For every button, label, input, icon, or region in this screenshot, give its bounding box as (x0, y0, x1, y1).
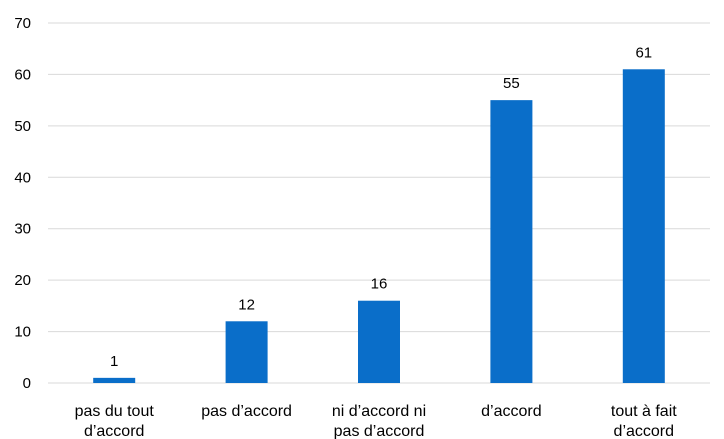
x-category-label-3-line-0: d’accord (481, 403, 541, 420)
data-label-3: 55 (503, 75, 520, 92)
x-category-label-2-line-1: pas d’accord (334, 423, 425, 439)
gridlines (48, 22, 710, 384)
bar-0 (93, 377, 136, 383)
y-tick-label-70: 70 (14, 15, 31, 32)
x-category-label-4: tout à fait d’accord (611, 403, 677, 439)
bar-2 (358, 300, 400, 383)
data-label-4: 61 (635, 44, 652, 61)
y-axis-tick-labels: 0 10 20 30 40 50 60 70 (14, 15, 31, 392)
y-tick-label-50: 50 (14, 118, 31, 135)
x-category-label-2-line-0: ni d’accord ni (332, 403, 426, 420)
x-category-label-0: pas du tout d’accord (75, 403, 155, 439)
x-category-label-0-line-0: pas du tout (75, 403, 155, 420)
y-tick-label-0: 0 (23, 375, 31, 392)
y-tick-label-40: 40 (14, 169, 31, 186)
y-tick-label-10: 10 (14, 324, 31, 341)
x-category-label-1: pas d’accord (201, 403, 292, 420)
bar-4 (622, 69, 665, 384)
x-category-label-0-line-1: d’accord (84, 423, 144, 439)
x-category-label-4-line-1: d’accord (614, 423, 674, 439)
y-tick-label-60: 60 (14, 66, 31, 83)
data-label-2: 16 (371, 276, 388, 293)
data-labels: 1 12 16 55 61 (110, 44, 652, 370)
y-tick-label-20: 20 (14, 272, 31, 289)
bar-1 (225, 321, 268, 383)
x-category-label-2: ni d’accord ni pas d’accord (332, 403, 426, 439)
data-label-1: 12 (238, 296, 255, 313)
bar-3 (490, 100, 533, 384)
bars (93, 69, 665, 384)
data-label-0: 1 (110, 353, 118, 370)
x-category-label-4-line-0: tout à fait (611, 403, 677, 420)
x-category-label-3: d’accord (481, 403, 541, 420)
y-tick-label-30: 30 (14, 221, 31, 238)
x-category-label-1-line-0: pas d’accord (201, 403, 292, 420)
